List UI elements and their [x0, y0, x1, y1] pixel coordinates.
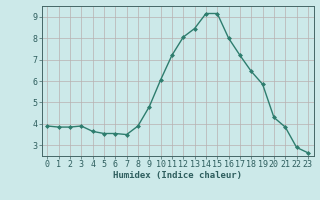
X-axis label: Humidex (Indice chaleur): Humidex (Indice chaleur)	[113, 171, 242, 180]
